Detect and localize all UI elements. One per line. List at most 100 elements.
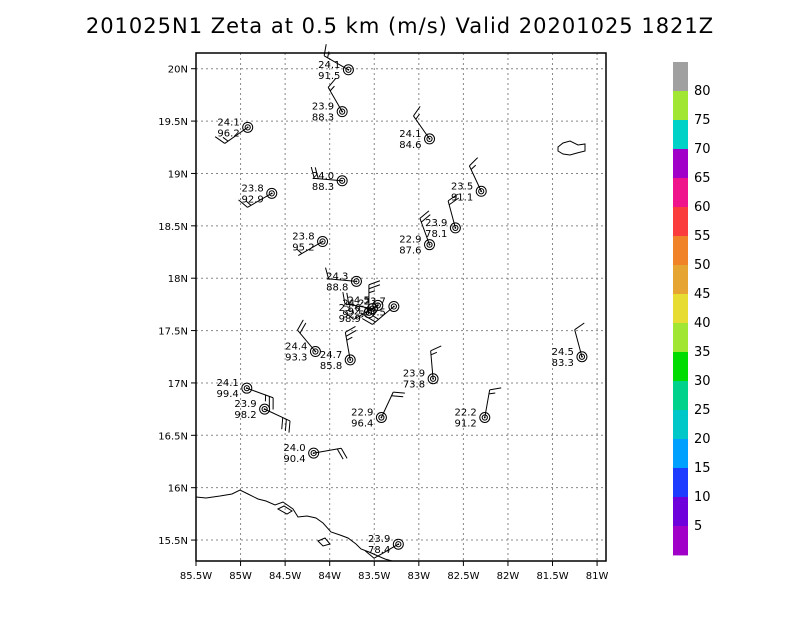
station-ring-inner xyxy=(268,190,275,197)
wind-barb-half-flag xyxy=(470,164,477,170)
station-ring-inner xyxy=(345,66,352,73)
colorbar: 80 75 70 65 60 55 50 45 40 35 30 25 20 15 10 5 xyxy=(673,62,711,556)
station-value-bottom: 98.9 xyxy=(339,314,361,325)
colorbar-segment xyxy=(673,236,688,266)
station-value-bottom: 96.4 xyxy=(351,419,373,430)
station-value-top: 24.1 xyxy=(399,129,421,140)
station-value-bottom: 78.4 xyxy=(368,545,390,556)
station-ring-outer xyxy=(392,538,404,550)
station-ring-outer xyxy=(375,412,387,424)
station-ring-inner xyxy=(426,241,433,248)
station-value-bottom: 85.8 xyxy=(320,361,342,372)
station-ring-outer xyxy=(475,185,487,197)
colorbar-segment xyxy=(673,497,688,527)
wind-barb-flag xyxy=(310,166,315,179)
station-ring-inner xyxy=(312,348,319,355)
station-value-top: 23.9 xyxy=(425,218,447,229)
station-value-top: 23.9 xyxy=(403,369,425,380)
station-point: 24.583.3 xyxy=(552,322,588,369)
colorbar-segment xyxy=(673,120,688,150)
wind-barb-half-flag xyxy=(296,248,303,254)
station-ring-inner xyxy=(395,541,402,548)
station-point: 24.785.8 xyxy=(320,326,357,372)
station-point: 24.090.4 xyxy=(283,443,348,465)
station-value-top: 24.0 xyxy=(283,443,305,454)
station-ring-inner xyxy=(452,224,459,232)
station-value-bottom: 83.3 xyxy=(552,358,574,369)
colorbar-label: 10 xyxy=(694,490,711,505)
y-tick-label: 15.5N xyxy=(158,536,188,547)
station-value-bottom: 73.8 xyxy=(403,380,425,391)
wind-barb-shaft xyxy=(264,408,291,422)
station-value-top: 23.9 xyxy=(234,399,256,410)
wind-barb-flag xyxy=(297,319,304,331)
colorbar-segment xyxy=(673,410,688,440)
colorbar-segment xyxy=(673,294,688,324)
station-value-bottom: 93.3 xyxy=(285,353,307,364)
wind-barb-flag xyxy=(346,292,350,305)
wind-barb-flag xyxy=(284,419,287,431)
wind-barb-shaft xyxy=(447,200,456,229)
station-point: 22.996.4 xyxy=(351,391,405,430)
station-value-top: 23.9 xyxy=(368,534,390,545)
station-value-bottom: 87.6 xyxy=(399,246,421,257)
colorbar-label: 70 xyxy=(694,142,711,157)
station-point: 24.088.3 xyxy=(310,166,348,193)
x-tick-label: 81.5W xyxy=(536,571,568,582)
colorbar-segment xyxy=(673,381,688,411)
station-ring-inner xyxy=(478,188,485,195)
wind-barb-flag xyxy=(391,395,404,398)
colorbar-label: 80 xyxy=(694,84,711,99)
station-point: 24.199.4 xyxy=(217,378,274,410)
colorbar-label: 25 xyxy=(694,403,711,418)
station-point: 24.592.7 xyxy=(344,295,384,320)
station-ring-outer xyxy=(241,382,253,394)
plot-background xyxy=(196,53,606,561)
station-ring-outer xyxy=(342,64,354,76)
station-value-top: 24.1 xyxy=(217,117,239,128)
station-point: 23.978.4 xyxy=(364,534,404,559)
wind-barb-shaft xyxy=(484,389,491,418)
colorbar-segment xyxy=(673,149,688,179)
station-point: 23.998.2 xyxy=(234,399,291,433)
wind-barb-flag xyxy=(364,550,375,559)
wind-barb-half-flag xyxy=(415,113,420,120)
wind-barb-flag xyxy=(420,214,431,223)
station-value-bottom: 95.2 xyxy=(292,243,314,254)
wind-barb-flag xyxy=(299,322,307,334)
wind-barb-shaft xyxy=(298,241,323,256)
station-ring-inner xyxy=(339,108,346,115)
station-point: 24.184.6 xyxy=(399,106,436,151)
wind-barb-shaft xyxy=(297,329,316,352)
station-value-top: 22.9 xyxy=(399,235,421,246)
wind-barb-flag xyxy=(448,197,460,206)
y-tick-label: 17.5N xyxy=(158,327,188,338)
station-value-top: 24.0 xyxy=(312,171,334,182)
wind-barb-flag xyxy=(288,420,291,433)
colorbar-label: 40 xyxy=(694,316,711,331)
wind-barb-flag xyxy=(238,199,248,208)
wind-barb-shaft xyxy=(419,218,430,245)
colorbar-label: 75 xyxy=(694,113,711,128)
station-point: 22.291.2 xyxy=(455,387,502,430)
wind-barb-shaft xyxy=(372,306,395,325)
station-ring-outer xyxy=(259,403,271,415)
station-point: 24.388.8 xyxy=(325,267,362,293)
data-points: 24.191.523.988.324.196.2 24.184.624.088.3… xyxy=(214,44,588,559)
wind-barb-half-flag xyxy=(368,290,376,294)
wind-barb-flag xyxy=(368,280,381,286)
station-point: 23.895.2 xyxy=(292,232,329,256)
station-value-bottom: 88.3 xyxy=(312,113,334,124)
station-ring-inner xyxy=(374,302,381,309)
station-ring-outer xyxy=(308,447,320,459)
station-value-bottom: 90.5 xyxy=(364,307,386,318)
wind-barb-shaft xyxy=(246,387,274,399)
wind-barb-shaft xyxy=(468,165,482,192)
wind-barb-shaft xyxy=(224,126,248,144)
station-value-top: 22.2 xyxy=(455,408,477,419)
station-ring-outer xyxy=(366,303,378,315)
wind-barb-flag xyxy=(336,448,344,460)
x-tick-label: 82W xyxy=(497,571,520,582)
wind-barb-flag xyxy=(419,210,430,219)
colorbar-label: 35 xyxy=(694,345,711,360)
